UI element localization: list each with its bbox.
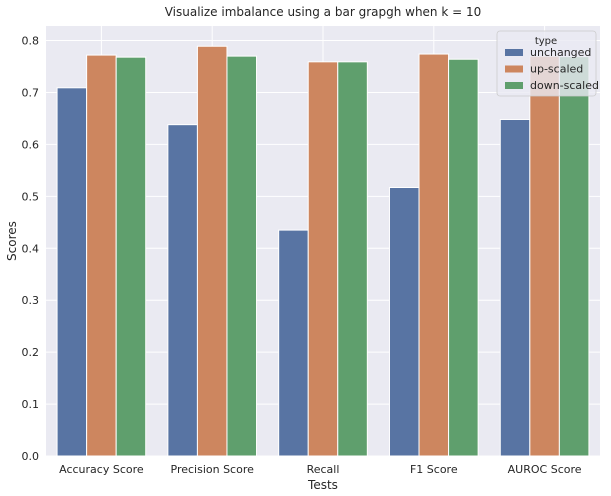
bar-unchanged-3 xyxy=(388,187,420,457)
bar-down-scaled-2 xyxy=(337,61,368,457)
y-tick-label: 0.2 xyxy=(22,346,40,359)
y-tick-label: 0.6 xyxy=(22,138,40,151)
y-tick-label: 0.0 xyxy=(22,450,40,463)
bar-up-scaled-3 xyxy=(418,53,450,457)
x-tick-label: Precision Score xyxy=(171,463,255,476)
y-tick-label: 0.7 xyxy=(22,86,40,99)
bar-up-scaled-1 xyxy=(196,45,228,457)
bars xyxy=(56,45,590,457)
bar-unchanged-0 xyxy=(56,87,88,457)
bar-unchanged-4 xyxy=(499,118,531,457)
y-axis-label: Scores xyxy=(5,221,19,261)
y-tick-label: 0.3 xyxy=(22,294,40,307)
bar-down-scaled-1 xyxy=(226,55,258,457)
legend: type unchanged up-scaled down-scaled xyxy=(496,30,599,97)
bar-up-scaled-4 xyxy=(529,55,560,457)
chart-title: Visualize imbalance using a bar grapgh w… xyxy=(165,5,482,19)
bar-down-scaled-3 xyxy=(448,58,479,457)
y-tick-label: 0.4 xyxy=(22,242,40,255)
x-tick-label: Accuracy Score xyxy=(59,463,144,476)
x-tick-label: Recall xyxy=(307,463,340,476)
y-tick-labels: 0.0 0.1 0.2 0.3 0.4 0.5 0.6 0.7 0.8 xyxy=(22,35,40,463)
bar-unchanged-2 xyxy=(278,229,309,457)
x-tick-labels: Accuracy Score Precision Score Recall F1 Sc… xyxy=(59,463,582,476)
x-tick-label: F1 Score xyxy=(410,463,458,476)
legend-entry-up-scaled: up-scaled xyxy=(530,63,583,76)
bar-unchanged-1 xyxy=(167,124,198,457)
y-tick-label: 0.5 xyxy=(22,190,40,203)
x-axis-label: Tests xyxy=(307,478,338,492)
legend-entry-unchanged: unchanged xyxy=(530,46,591,59)
bar-down-scaled-0 xyxy=(115,56,147,457)
bar-down-scaled-4 xyxy=(558,56,590,457)
x-tick-label: AUROC Score xyxy=(508,463,582,476)
y-tick-label: 0.1 xyxy=(22,398,40,411)
legend-swatch-down-scaled xyxy=(505,82,523,89)
legend-box xyxy=(496,30,597,97)
legend-swatch-unchanged xyxy=(505,49,523,56)
legend-swatch-up-scaled xyxy=(505,65,523,73)
legend-title: type xyxy=(535,36,557,47)
y-tick-label: 0.8 xyxy=(22,35,40,48)
bar-up-scaled-2 xyxy=(307,61,339,457)
legend-entry-down-scaled: down-scaled xyxy=(530,79,599,92)
bar-up-scaled-0 xyxy=(86,54,117,457)
